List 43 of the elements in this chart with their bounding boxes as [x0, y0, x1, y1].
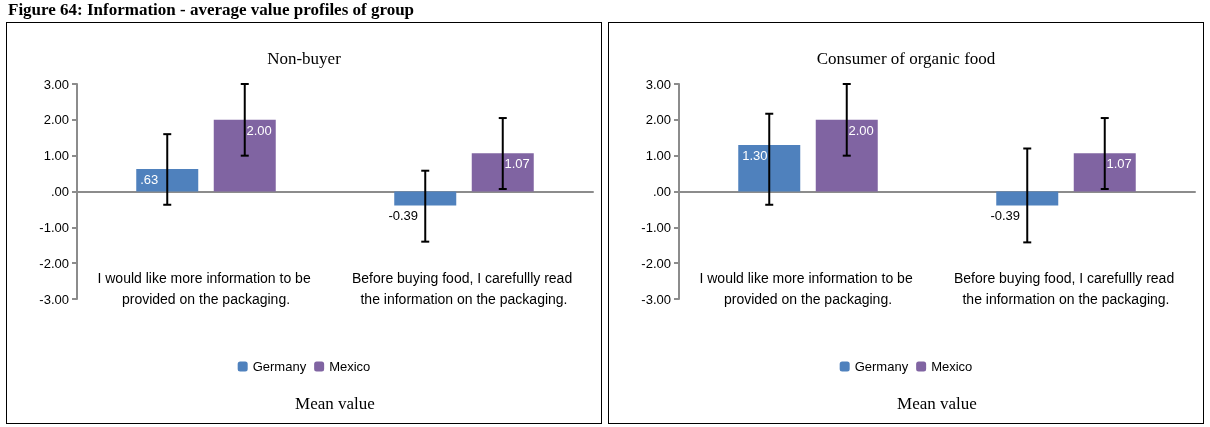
x-tick-label: Before buying food, I carefullly read the information on the packaging.	[953, 269, 1179, 307]
y-tick-label: 1.00	[43, 148, 69, 164]
y-tick-label: -3.00	[39, 291, 69, 307]
bar	[815, 119, 878, 192]
chart-title: Consumer of organic food	[816, 49, 996, 68]
y-tick-label: 2.00	[43, 112, 69, 128]
bar	[738, 144, 801, 192]
y-tick-label: -2.00	[641, 255, 671, 271]
y-tick-label: -1.00	[39, 219, 69, 235]
y-tick-label: -2.00	[39, 255, 69, 271]
bar	[996, 191, 1059, 206]
bar	[394, 191, 457, 206]
y-tick-label: 1.00	[645, 148, 671, 164]
data-label: 2.00	[848, 122, 874, 138]
data-label: 1.07	[504, 156, 530, 172]
legend-label: Mexico	[329, 359, 371, 374]
data-label: 1.07	[1106, 156, 1132, 172]
data-label: 2.00	[246, 122, 272, 138]
y-tick-label: .00	[50, 184, 69, 199]
legend-label: Germany	[854, 359, 909, 374]
y-tick-label: 2.00	[645, 112, 671, 128]
legend-label: Germany	[252, 359, 307, 374]
bar	[213, 119, 276, 192]
y-tick-label: -3.00	[641, 291, 671, 307]
y-tick-label: -1.00	[641, 219, 671, 235]
y-tick-label: .00	[652, 184, 671, 199]
x-tick-label: I would like more information to be provided on the packaging.	[97, 269, 315, 307]
x-tick-label: Before buying food, I carefullly read the information on the packaging.	[351, 269, 577, 307]
legend-label: Mexico	[931, 359, 973, 374]
chart-title: Non-buyer	[267, 49, 342, 68]
bar	[1073, 153, 1136, 192]
bar	[471, 153, 534, 192]
x-tick-label: I would like more information to be provided on the packaging.	[699, 269, 917, 307]
data-label: .63	[140, 171, 159, 187]
data-label: -0.39	[990, 208, 1021, 224]
caption: Figure 64: Information - average value profiles of group	[8, 0, 415, 20]
bar	[136, 168, 199, 192]
x-axis-title: Mean value	[897, 394, 977, 413]
data-label: -0.39	[388, 208, 419, 224]
data-label: 1.30	[742, 147, 768, 163]
y-tick-label: 3.00	[43, 76, 69, 92]
x-axis-title: Mean value	[295, 394, 375, 413]
y-tick-label: 3.00	[645, 76, 671, 92]
